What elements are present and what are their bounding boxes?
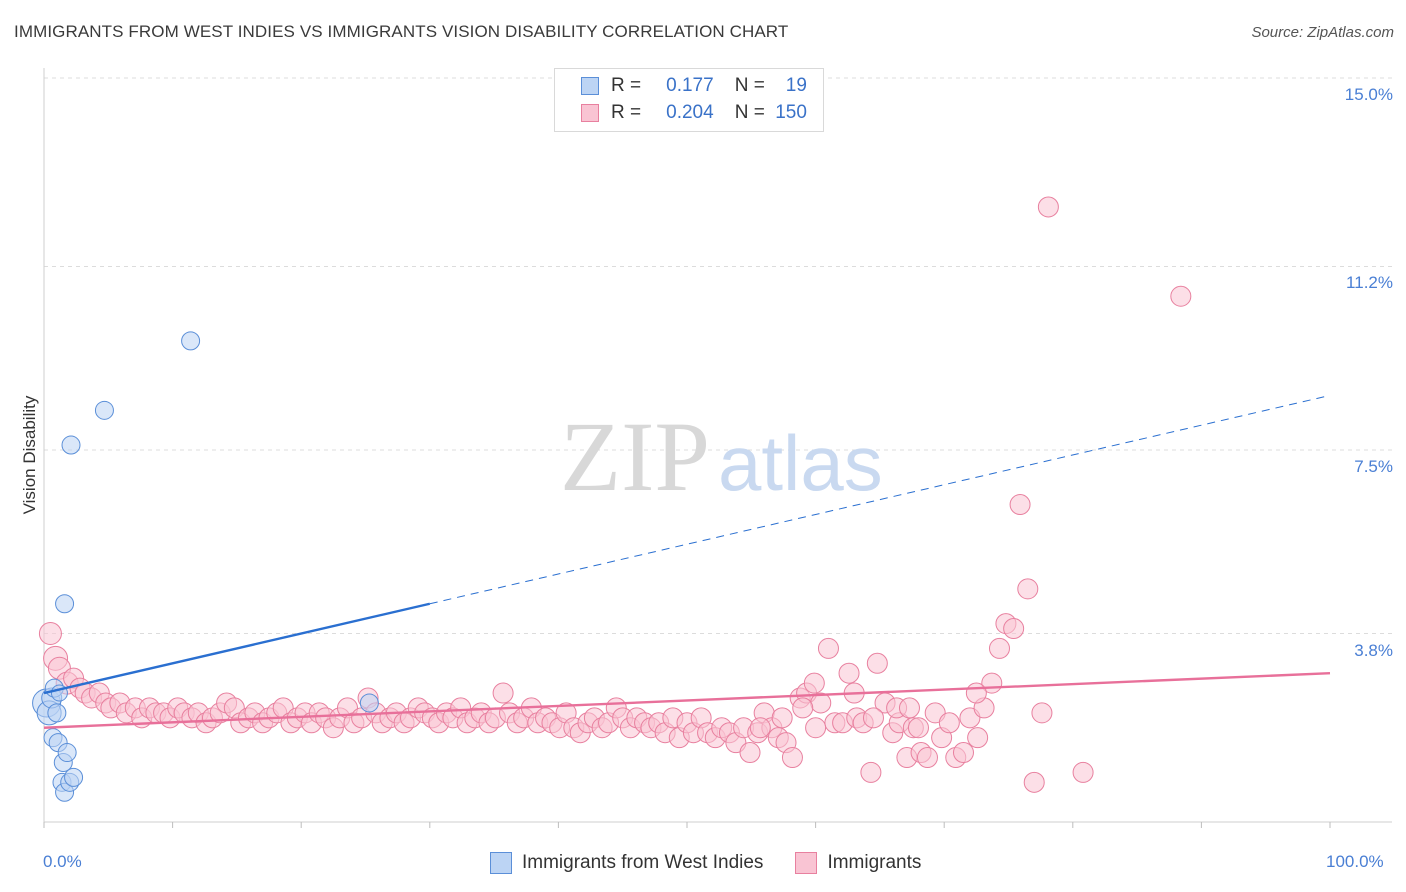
immigrants-point [967, 727, 989, 749]
x-tick-min: 0.0% [43, 852, 82, 871]
legend-n-value: 19 [785, 75, 807, 96]
y-tick-label: 3.8% [1354, 640, 1393, 660]
immigrants-point [1009, 494, 1031, 516]
legend-swatch-blue [490, 852, 512, 874]
immigrants-point [988, 637, 1010, 659]
immigrants-point [907, 717, 929, 739]
legend-n-label: N = [734, 102, 765, 123]
immigrants-point [749, 717, 771, 739]
legend-label-immigrants: Immigrants [827, 852, 922, 873]
watermark: ZIP atlas [560, 401, 883, 512]
y-tick-label: 15.0% [1344, 85, 1393, 104]
west-indies-point [61, 435, 81, 455]
legend-n-label: N = [734, 75, 765, 96]
immigrants-point [771, 707, 793, 729]
chart-title: IMMIGRANTS FROM WEST INDIES VS IMMIGRANT… [14, 22, 789, 41]
series-legend: Immigrants from West Indies Immigrants [490, 852, 953, 874]
immigrants-point [1037, 196, 1059, 218]
west-indies-trend [43, 602, 431, 695]
immigrants-point [781, 747, 803, 769]
legend-swatch-pink [581, 104, 599, 122]
y-tick-label: 11.2% [1346, 273, 1393, 293]
immigrants-point [1023, 771, 1045, 793]
legend-swatch-blue [581, 77, 599, 95]
west-indies-point [181, 331, 201, 351]
immigrants-point [898, 697, 920, 719]
immigrants-point [1072, 761, 1094, 783]
immigrants-point [866, 652, 888, 674]
immigrants-point [1031, 702, 1053, 724]
immigrants-point [952, 742, 974, 764]
west-indies-point [47, 703, 67, 723]
legend-row-west-indies: R = 0.177 N = 19 [581, 75, 807, 97]
legend-item-immigrants[interactable]: Immigrants [795, 852, 921, 874]
legend-r-label: R = [611, 102, 642, 123]
immigrants-point [838, 662, 860, 684]
west-indies-point [64, 767, 84, 787]
immigrants-point [492, 682, 514, 704]
legend-label-west-indies: Immigrants from West Indies [522, 852, 764, 873]
legend-item-west-indies[interactable]: Immigrants from West Indies [490, 852, 763, 874]
west-indies-point [57, 743, 77, 763]
immigrants-point [916, 747, 938, 769]
immigrants-point [965, 682, 987, 704]
legend-row-immigrants: R = 0.204 N = 150 [581, 102, 807, 124]
stats-legend: R = 0.177 N = 19 R = 0.204 N = 150 [554, 68, 824, 132]
west-indies-point [94, 400, 114, 420]
y-tick-label: 7.5% [1354, 457, 1393, 476]
immigrants-point [1017, 578, 1039, 600]
legend-r-value: 0.177 [666, 75, 714, 96]
trend-lines [43, 394, 1331, 729]
west-indies-points [32, 331, 379, 802]
immigrants-trend [43, 672, 1331, 729]
watermark-zip: ZIP [560, 401, 710, 512]
west-indies-point [55, 594, 75, 614]
immigrants-point [862, 707, 884, 729]
gridlines [44, 77, 1392, 635]
immigrants-point [938, 712, 960, 734]
immigrants-points [38, 196, 1192, 793]
immigrants-point [739, 742, 761, 764]
immigrants-point [792, 697, 814, 719]
immigrants-point [817, 637, 839, 659]
immigrants-point [1003, 618, 1025, 640]
x-tick-max: 100.0% [1326, 852, 1384, 871]
legend-swatch-pink [795, 852, 818, 874]
immigrants-point [860, 761, 882, 783]
west-indies-point [359, 693, 379, 713]
watermark-atlas: atlas [718, 419, 883, 507]
immigrants-point [1170, 285, 1192, 307]
immigrants-point [38, 622, 62, 646]
immigrants-point [803, 672, 825, 694]
immigrants-point [805, 717, 827, 739]
source-label: Source: ZipAtlas.com [1251, 24, 1394, 41]
legend-r-value: 0.204 [666, 102, 714, 123]
legend-r-label: R = [611, 75, 642, 96]
legend-n-value: 150 [775, 102, 807, 123]
